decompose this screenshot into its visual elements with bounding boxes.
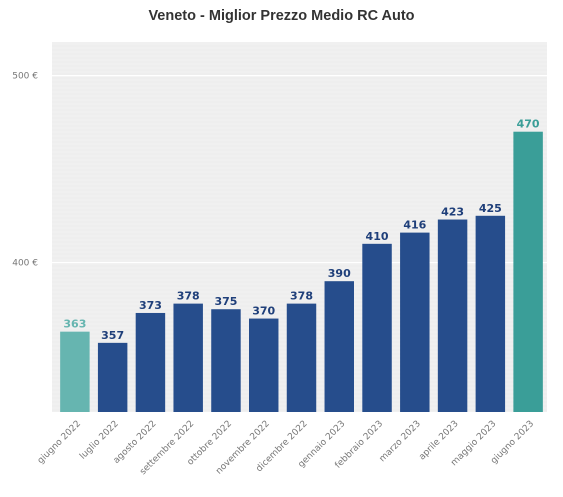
y-tick-label: 500 €: [12, 72, 38, 82]
data-label: 363: [63, 318, 86, 331]
bar: [60, 331, 90, 412]
data-label: 425: [479, 202, 502, 215]
data-label: 390: [328, 267, 351, 280]
bar: [362, 243, 392, 412]
data-label: 416: [403, 219, 426, 232]
bar: [437, 219, 468, 412]
data-label: 370: [252, 305, 275, 318]
bar: [286, 303, 317, 412]
bar: [513, 131, 543, 413]
bar: [400, 232, 430, 412]
data-label: 375: [214, 295, 237, 308]
bar-layer: [60, 131, 543, 413]
data-label: 373: [139, 299, 162, 312]
data-label: 378: [290, 290, 313, 303]
bar: [173, 303, 203, 412]
data-label: 357: [101, 329, 124, 342]
y-tick-label: 400 €: [12, 259, 38, 269]
chart-title: Veneto - Miglior Prezzo Medio RC Auto: [148, 8, 415, 24]
bar: [475, 215, 506, 412]
data-label: 470: [517, 118, 540, 131]
bar: [97, 342, 128, 412]
bar: [324, 281, 354, 412]
data-label: 410: [366, 230, 389, 243]
bar: [135, 312, 166, 412]
data-label: 423: [441, 206, 464, 219]
bar: [211, 309, 241, 412]
x-tick-label: giugno 2022: [36, 419, 83, 466]
bar: [249, 318, 279, 412]
data-label: 378: [177, 290, 200, 303]
